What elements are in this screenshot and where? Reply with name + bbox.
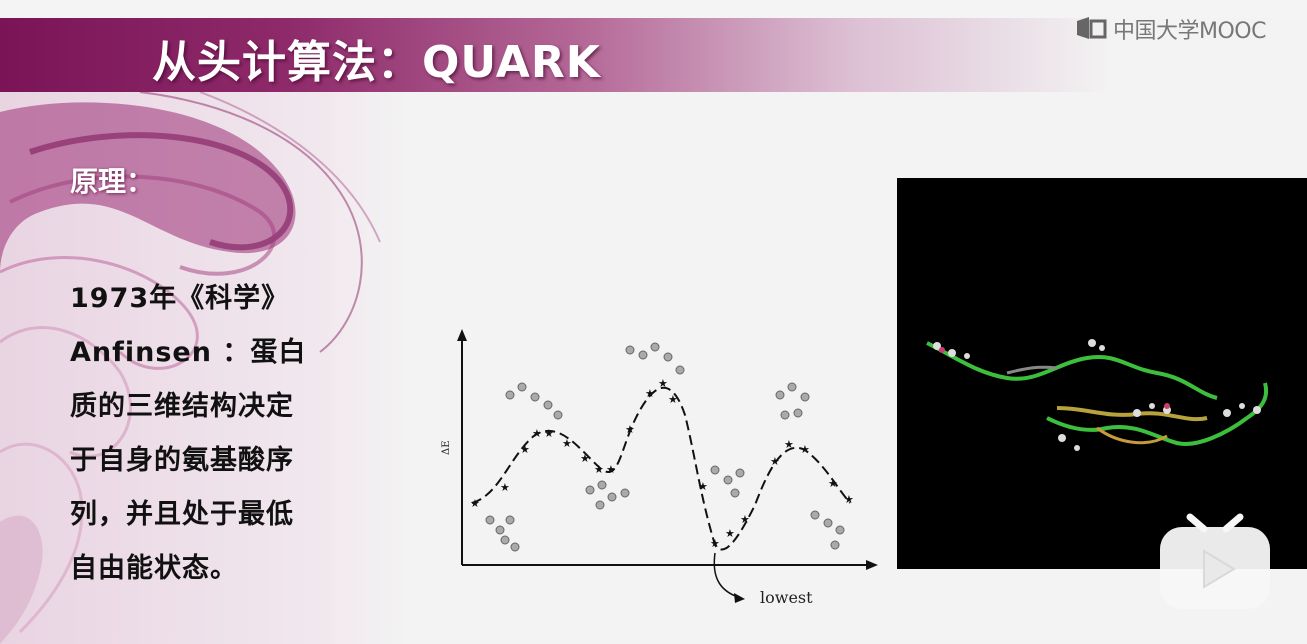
svg-text:★: ★ — [800, 443, 810, 456]
principle-label: 原理： — [70, 165, 155, 198]
body-line: Anfinsen ：蛋白 — [70, 337, 307, 368]
svg-text:★: ★ — [625, 423, 635, 436]
body-line: 1973年《科学》 — [70, 283, 290, 314]
body-line: 自由能状态。 — [70, 553, 238, 584]
svg-text:★: ★ — [606, 463, 616, 476]
decorative-swirl-art — [0, 92, 405, 644]
svg-text:★: ★ — [698, 480, 708, 493]
svg-text:★: ★ — [770, 455, 780, 468]
svg-text:★: ★ — [470, 497, 480, 510]
svg-text:★: ★ — [562, 437, 572, 450]
body-line: 于自身的氨基酸序 — [70, 445, 294, 476]
lowest-annotation: lowest — [760, 588, 813, 607]
svg-text:★: ★ — [580, 452, 590, 465]
svg-text:★: ★ — [544, 427, 554, 440]
principle-block: 原理： — [70, 160, 370, 200]
svg-text:★: ★ — [658, 377, 668, 390]
svg-text:★: ★ — [740, 513, 750, 526]
svg-text:★: ★ — [594, 463, 604, 476]
svg-text:★: ★ — [725, 527, 735, 540]
svg-text:★: ★ — [784, 438, 794, 451]
top-margin — [0, 0, 1307, 18]
svg-text:★: ★ — [500, 481, 510, 494]
slide-title: 从头计算法：QUARK — [152, 37, 601, 88]
body-text: 1973年《科学》 Anfinsen ：蛋白 质的三维结构决定 于自身的氨基酸序… — [70, 272, 370, 596]
svg-text:★: ★ — [828, 477, 838, 490]
svg-text:★: ★ — [710, 537, 720, 550]
body-line: 列，并且处于最低 — [70, 499, 294, 530]
y-axis-label: ΔE — [441, 440, 452, 455]
svg-text:★: ★ — [520, 443, 530, 456]
svg-text:★: ★ — [668, 393, 678, 406]
protein-structure-image — [897, 178, 1307, 569]
body-line: 质的三维结构决定 — [70, 391, 294, 422]
play-button-icon[interactable] — [1156, 503, 1274, 613]
mooc-logo-icon — [1077, 17, 1107, 39]
mooc-logo: 中国大学MOOC — [1075, 14, 1266, 44]
logo-text: 中国大学MOOC — [1113, 19, 1266, 44]
svg-text:★: ★ — [844, 493, 854, 506]
svg-text:★: ★ — [532, 427, 542, 440]
svg-text:★: ★ — [645, 387, 655, 400]
energy-landscape-figure: ★★★ ★ ★★ ★★ ★ ★★★ ★★★ ★★★ ★ ★★ ★ — [457, 329, 878, 603]
title-band — [0, 18, 1307, 92]
